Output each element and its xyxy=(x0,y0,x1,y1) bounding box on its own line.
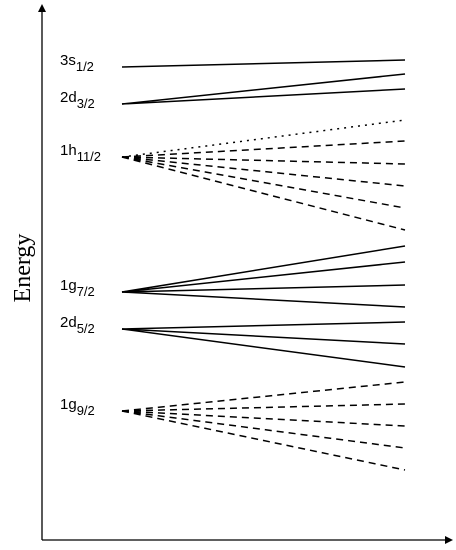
level-line xyxy=(121,261,406,293)
level-subscript: 5/2 xyxy=(77,321,95,336)
level-line xyxy=(121,88,406,105)
level-subscript: 11/2 xyxy=(77,149,101,164)
level-line xyxy=(121,59,406,68)
level-line xyxy=(121,156,406,209)
level-name: 3s xyxy=(60,52,76,69)
level-subscript: 3/2 xyxy=(77,96,95,111)
level-line xyxy=(121,140,406,158)
level-line xyxy=(121,291,406,308)
level-line xyxy=(121,245,406,293)
level-line xyxy=(121,410,406,471)
y-axis-title: Energy xyxy=(10,234,36,303)
level-line xyxy=(121,410,406,427)
level-line xyxy=(121,328,406,345)
level-label: 1h11/2 xyxy=(60,142,101,164)
level-line xyxy=(121,156,406,165)
level-line xyxy=(121,403,406,412)
level-subscript: 7/2 xyxy=(77,284,95,299)
level-label: 2d3/2 xyxy=(60,89,95,111)
level-name: 2d xyxy=(60,89,77,106)
level-name: 1g xyxy=(60,277,77,294)
level-label: 1g7/2 xyxy=(60,277,95,299)
level-name: 1h xyxy=(60,142,77,159)
level-line xyxy=(121,321,406,330)
level-subscript: 1/2 xyxy=(76,59,94,74)
level-label: 1g9/2 xyxy=(60,396,95,418)
level-line xyxy=(121,156,406,231)
level-name: 2d xyxy=(60,314,77,331)
level-line xyxy=(121,410,406,449)
level-line xyxy=(121,156,406,187)
level-name: 1g xyxy=(60,396,77,413)
level-line xyxy=(121,381,406,412)
level-line xyxy=(121,73,406,105)
level-line xyxy=(121,328,406,368)
level-line xyxy=(121,284,406,293)
level-label: 3s1/2 xyxy=(60,52,94,74)
level-label: 2d5/2 xyxy=(60,314,95,336)
level-line xyxy=(121,119,406,158)
level-subscript: 9/2 xyxy=(77,403,95,418)
